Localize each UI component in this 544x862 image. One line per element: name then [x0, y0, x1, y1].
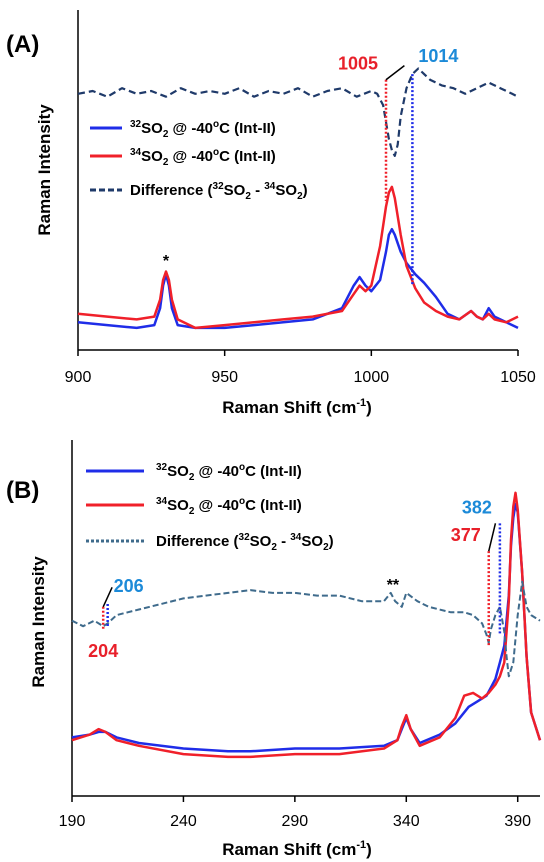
panel-a: (A) Raman Intensity Raman Shift (cm-1) 9…	[6, 10, 536, 417]
panel-b-legend-entry-main: SO	[167, 463, 189, 480]
panel-a-legend-entry-rest: @ -40	[168, 148, 213, 165]
panel-b-legend-entry-text: Difference (32SO2 - 34SO2)	[156, 532, 334, 553]
panel-a-series-32so2-line	[77, 227, 519, 330]
panel-b-legend-entry-sup: 32	[156, 462, 168, 473]
panel-b-peak-label-382: 382	[462, 497, 492, 517]
panel-a-legend-entry-main: SO	[224, 182, 246, 199]
panel-a-x-axis-label: Raman Shift (cm-1)	[222, 397, 372, 417]
panel-a-legend-entry-sub3: 2	[297, 191, 303, 202]
panel-b-legend-entry-main: SO	[250, 533, 272, 550]
panel-b-peak-label-377: 377	[451, 525, 481, 545]
panel-b-legend: 32SO2 @ -40oC (Int-II)34SO2 @ -40oC (Int…	[86, 462, 334, 553]
panel-b-legend-entry-main: SO	[167, 497, 189, 514]
panel-a-x-tick-label: 900	[65, 369, 92, 386]
panel-a-legend-entry-sub: 2	[245, 191, 251, 202]
panel-b-peak-label-204: 204	[88, 641, 118, 661]
panel-b-series-difference-line	[71, 580, 541, 678]
panel-b-y-axis-label: Raman Intensity	[29, 556, 48, 688]
panel-b-legend-entry-sup: 32	[239, 532, 251, 543]
panel-b-x-tick-label: 290	[282, 813, 309, 830]
panel-a-label-connector	[385, 65, 405, 81]
panel-a-label: (A)	[6, 31, 39, 58]
panel-b-label: (B)	[6, 477, 39, 504]
panel-a-legend-entry-sup2: o	[213, 147, 219, 158]
panel-b-legend-entry-sup2: o	[239, 462, 245, 473]
panel-b-series-34so2-line	[71, 491, 542, 759]
panel-b-legend-entry-sub: 2	[189, 506, 195, 517]
panel-b-x-tick-label: 190	[59, 813, 86, 830]
panel-b-label-connector-low	[102, 586, 113, 608]
panel-b-legend-entry-text: 34SO2 @ -40oC (Int-II)	[156, 496, 302, 517]
panel-a-legend-entry-text: 32SO2 @ -40oC (Int-II)	[130, 119, 276, 140]
panel-b-x-tick-label: 240	[170, 813, 197, 830]
panel-a-series-34so2-line	[77, 185, 519, 330]
panel-a-legend-entry-text: Difference (32SO2 - 34SO2)	[130, 181, 308, 202]
panel-a-legend-entry-sup2: o	[213, 119, 219, 130]
panel-b-legend-entry-sub: 2	[271, 542, 277, 553]
panel-a-x-tick-label: 1000	[354, 369, 390, 386]
panel-b-x-tick-label: 390	[504, 813, 531, 830]
panel-b-legend-entry-sub: 2	[189, 472, 195, 483]
panel-a-y-axis-label: Raman Intensity	[35, 104, 54, 236]
panel-a-asterisk-marker: *	[163, 253, 170, 270]
panel-a-legend-entry-main: SO	[141, 120, 163, 137]
panel-a-legend-entry-tail: C (Int-II)	[219, 120, 276, 137]
panel-a-legend-entry-sub: 2	[163, 129, 169, 140]
panel-a-legend-entry-sup: 34	[130, 147, 142, 158]
panel-b-legend-entry-rest: @ -40	[194, 463, 239, 480]
panel-a-x-tick-label: 1050	[500, 369, 536, 386]
panel-a-legend-entry-sup3: 34	[264, 181, 276, 192]
panel-a-peak-label-1005: 1005	[338, 54, 378, 74]
panel-b-legend-entry-rest: @ -40	[194, 497, 239, 514]
panel-b-legend-entry-tail: C (Int-II)	[245, 463, 302, 480]
panel-a-legend-entry-pre: Difference (	[130, 182, 213, 199]
panel-a-legend-entry-sup: 32	[130, 119, 142, 130]
panel-b: (B) Raman Intensity Raman Shift (cm-1) 1…	[6, 440, 542, 859]
panel-a-legend-entry-text: 34SO2 @ -40oC (Int-II)	[130, 147, 276, 168]
panel-a-x-tick-label: 950	[211, 369, 238, 386]
panel-a-legend: 32SO2 @ -40oC (Int-II)34SO2 @ -40oC (Int…	[90, 119, 308, 202]
panel-a-legend-entry-tail: )	[303, 182, 308, 199]
panel-b-legend-entry-sup3: 34	[290, 532, 302, 543]
panel-a-legend-entry-rest: -	[251, 182, 264, 199]
panel-b-legend-entry-sup: 34	[156, 496, 168, 507]
panel-b-x-axis-label: Raman Shift (cm-1)	[222, 839, 372, 859]
panel-a-legend-entry-main: SO	[141, 148, 163, 165]
panel-b-legend-entry-sup2: o	[239, 496, 245, 507]
panel-a-series-difference-line	[77, 67, 519, 157]
panel-a-legend-entry-main3: SO	[275, 182, 297, 199]
panel-b-legend-entry-pre: Difference (	[156, 533, 239, 550]
panel-a-legend-entry-rest: @ -40	[168, 120, 213, 137]
panel-b-x-tick-label: 340	[393, 813, 420, 830]
panel-a-legend-entry-tail: C (Int-II)	[219, 148, 276, 165]
panel-b-legend-entry-tail: C (Int-II)	[245, 497, 302, 514]
panel-b-legend-entry-text: 32SO2 @ -40oC (Int-II)	[156, 462, 302, 483]
panel-b-legend-entry-rest: -	[277, 533, 290, 550]
panel-b-legend-entry-sub3: 2	[323, 542, 329, 553]
panel-a-peak-label-1014: 1014	[418, 46, 458, 66]
panel-b-legend-entry-main3: SO	[301, 533, 323, 550]
panel-b-label-connector-high	[488, 523, 497, 552]
panel-b-asterisk-marker: **	[387, 577, 400, 594]
panel-a-legend-entry-sup: 32	[213, 181, 225, 192]
panel-b-legend-entry-tail: )	[329, 533, 334, 550]
panel-a-legend-entry-sub: 2	[163, 157, 169, 168]
panel-b-peak-label-206: 206	[114, 576, 144, 596]
